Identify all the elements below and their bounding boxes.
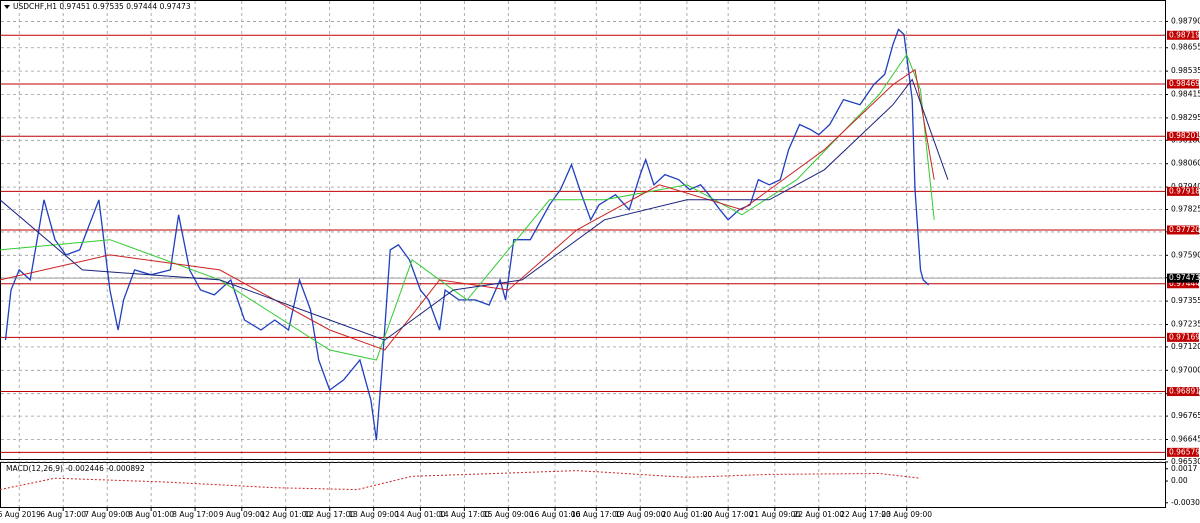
main-frame xyxy=(0,0,1166,460)
x-tick-label: 20 Aug 17:00 xyxy=(703,510,754,519)
y-tick-label: -0.003013 xyxy=(1171,498,1200,507)
level-label: 0.97918 xyxy=(1169,186,1200,195)
level-tag xyxy=(1167,30,1199,40)
macd-signal xyxy=(0,470,921,491)
y-tick-label: 0.98295 xyxy=(1171,113,1200,122)
x-tick-label: 15 Aug 09:00 xyxy=(483,510,534,519)
level-tag xyxy=(1167,225,1199,235)
x-tick-label: 14 Aug 01:00 xyxy=(395,510,446,519)
x-tick-label: 9 Aug 09:00 xyxy=(219,510,265,519)
x-tick-label: 22 Aug 01:00 xyxy=(794,510,845,519)
level-tag xyxy=(1167,387,1199,397)
x-tick-label: 14 Aug 17:00 xyxy=(439,510,490,519)
level-label: 0.97444 xyxy=(1169,279,1200,288)
x-tick-label: 23 Aug 09:00 xyxy=(881,510,932,519)
bid-tag xyxy=(1167,273,1199,283)
title-arrow xyxy=(4,5,10,9)
y-tick-label: 0.98535 xyxy=(1171,66,1200,75)
macd-title: MACD(12,26,9) -0.002446 -0.000892 xyxy=(6,464,145,473)
y-tick-label: 0.98790 xyxy=(1171,16,1200,25)
level-label: 0.97720 xyxy=(1169,225,1200,234)
y-tick-label: 0.96530 xyxy=(1171,457,1200,466)
y-tick-label: 0.96765 xyxy=(1171,411,1200,420)
level-tag xyxy=(1167,79,1199,89)
level-tag xyxy=(1167,447,1199,457)
chart-title: USDCHF,H1 0.97451 0.97535 0.97444 0.9747… xyxy=(13,2,191,11)
y-tick-label: 0.97355 xyxy=(1171,296,1200,305)
y-tick-label: 0.98415 xyxy=(1171,90,1200,99)
x-tick-label: 12 Aug 17:00 xyxy=(304,510,355,519)
moving-average xyxy=(0,53,935,361)
x-tick-label: 6 Aug 17:00 xyxy=(40,510,86,519)
bid-label: 0.97473 xyxy=(1169,273,1200,282)
y-tick-label: 0.96645 xyxy=(1171,434,1200,443)
x-tick-label: 16 Aug 01:00 xyxy=(530,510,581,519)
y-tick-label: 0.97590 xyxy=(1171,250,1200,259)
moving-average xyxy=(0,78,949,341)
y-tick-label: 0.98060 xyxy=(1171,159,1200,168)
y-tick-label: 0.00 xyxy=(1171,476,1188,485)
x-tick-label: 16 Aug 17:00 xyxy=(571,510,622,519)
level-label: 0.96891 xyxy=(1169,387,1200,396)
x-tick-label: 8 Aug 17:00 xyxy=(172,510,218,519)
y-tick-label: 0.98655 xyxy=(1171,43,1200,52)
x-tick-label: 19 Aug 09:00 xyxy=(615,510,666,519)
level-tag xyxy=(1167,186,1199,196)
y-tick-label: 0.97120 xyxy=(1171,342,1200,351)
x-tick-label: 13 Aug 09:00 xyxy=(348,510,399,519)
moving-average xyxy=(0,68,935,351)
level-tag xyxy=(1167,332,1199,342)
y-tick-label: 0.97825 xyxy=(1171,205,1200,214)
level-tag xyxy=(1167,279,1199,289)
y-tick-label: 0.97940 xyxy=(1171,182,1200,191)
y-tick-label: 0.97000 xyxy=(1171,365,1200,374)
x-tick-label: 12 Aug 01:00 xyxy=(260,510,311,519)
level-label: 0.98469 xyxy=(1169,79,1200,88)
x-tick-label: 6 Aug 2019 xyxy=(0,510,41,519)
level-label: 0.98719 xyxy=(1169,30,1200,39)
x-tick-label: 8 Aug 01:00 xyxy=(128,510,174,519)
macd-frame xyxy=(0,462,1166,508)
x-tick-label: 21 Aug 09:00 xyxy=(750,510,801,519)
x-tick-label: 22 Aug 17:00 xyxy=(840,510,891,519)
level-label: 0.97169 xyxy=(1169,332,1200,341)
x-tick-label: 7 Aug 09:00 xyxy=(84,510,130,519)
y-tick-label: 0.97235 xyxy=(1171,319,1200,328)
level-label: 0.96579 xyxy=(1169,447,1200,456)
price-line xyxy=(4,28,930,441)
level-tag xyxy=(1167,131,1199,141)
level-label: 0.98201 xyxy=(1169,131,1200,140)
x-tick-label: 20 Aug 01:00 xyxy=(662,510,713,519)
y-tick-label: 0.0017 xyxy=(1171,464,1197,473)
